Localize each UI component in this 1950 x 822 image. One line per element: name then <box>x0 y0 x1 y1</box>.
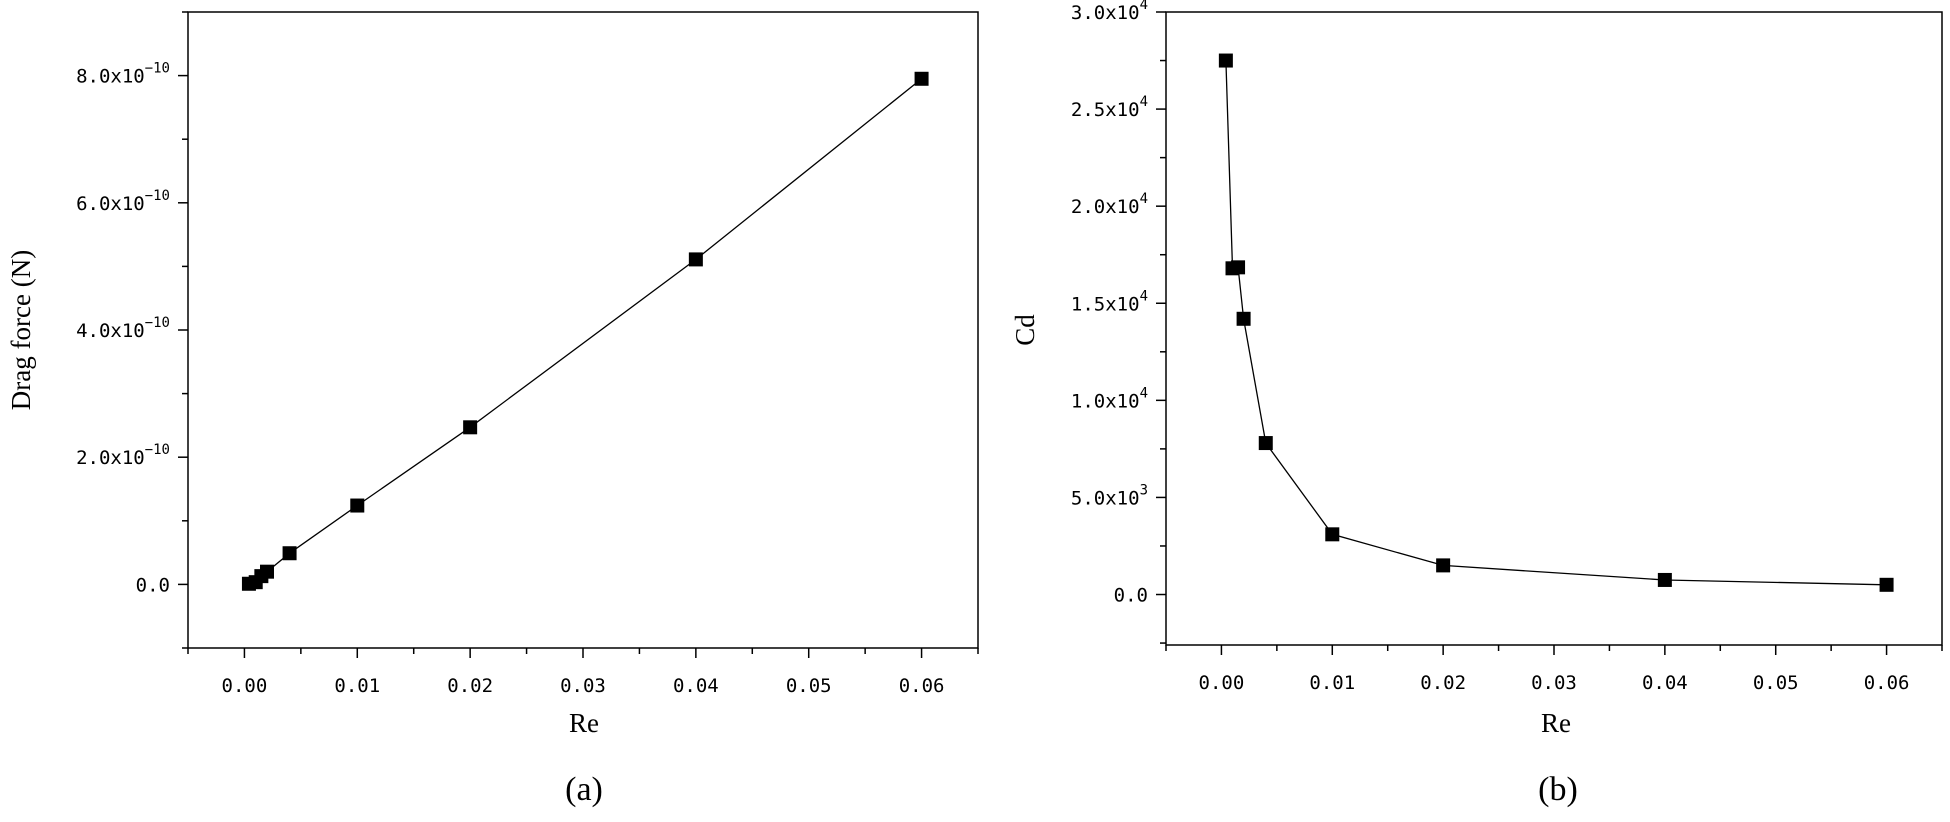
chart-panel-2: 0.00 0.01 0.02 0.03 0.04 0.05 0.06 0.0 5.0x103 1.… <box>1010 0 1943 808</box>
plot-frame <box>1165 11 1943 646</box>
data-point-marker <box>1231 260 1246 275</box>
y-tick-label: 1.0x104 <box>1071 385 1148 412</box>
panel-label: (b) <box>1538 771 1578 808</box>
data-point-marker <box>1436 558 1451 573</box>
data-point-marker <box>1657 572 1672 587</box>
y-tick-label: 0.0 <box>136 574 170 596</box>
data-point-marker <box>463 420 478 435</box>
x-tick-label: 0.06 <box>899 675 945 697</box>
y-tick-label: 4.0x10−10 <box>76 315 170 342</box>
series-line <box>248 78 923 585</box>
data-point-marker <box>350 498 365 513</box>
data-point-marker <box>1218 53 1233 68</box>
x-axis-title: Re <box>1541 708 1571 738</box>
x-tick-label: 0.04 <box>1642 672 1688 694</box>
y-tick-label: 3.0x104 <box>1071 0 1148 24</box>
data-point-marker <box>260 564 274 579</box>
y-tick-label: 8.0x10−10 <box>76 61 170 88</box>
y-tick-label: 2.0x104 <box>1071 191 1148 218</box>
data-point-marker <box>1236 311 1251 326</box>
y-axis-title: Drag force (N) <box>6 250 36 410</box>
data-point-marker <box>914 71 929 86</box>
y-tick-label: 2.5x104 <box>1071 94 1148 121</box>
data-point-marker <box>1325 527 1340 542</box>
series-line <box>1225 60 1887 586</box>
x-tick-label: 0.04 <box>673 675 719 697</box>
plot-frame <box>187 11 979 649</box>
data-point-marker <box>1258 436 1273 451</box>
chart-panel-1: 0.00 0.01 0.02 0.03 0.04 0.05 0.06 0.0 2.0x10−10… <box>6 11 979 808</box>
x-tick-label: 0.05 <box>1753 672 1799 694</box>
x-tick-label: 0.02 <box>447 675 493 697</box>
y-tick-label: 5.0x103 <box>1071 482 1148 509</box>
x-tick-label: 0.01 <box>1309 672 1355 694</box>
y-tick-label: 0.0 <box>1114 585 1148 607</box>
y-tick-label: 2.0x10−10 <box>76 442 170 469</box>
data-point-marker <box>1879 577 1894 592</box>
data-point-marker <box>282 546 297 561</box>
x-tick-label: 0.02 <box>1420 672 1466 694</box>
y-axis-title: Cd <box>1010 314 1040 346</box>
x-tick-label: 0.00 <box>222 675 268 697</box>
y-tick-label: 1.5x104 <box>1071 288 1148 315</box>
data-point-marker <box>688 252 703 267</box>
x-tick-label: 0.00 <box>1199 672 1245 694</box>
x-tick-label: 0.05 <box>786 675 832 697</box>
y-tick-label: 6.0x10−10 <box>76 188 170 215</box>
x-tick-label: 0.03 <box>1531 672 1577 694</box>
x-tick-label: 0.03 <box>560 675 606 697</box>
panel-label: (a) <box>565 771 603 808</box>
x-axis-title: Re <box>569 708 599 738</box>
x-tick-label: 0.06 <box>1864 672 1910 694</box>
x-tick-label: 0.01 <box>334 675 380 697</box>
